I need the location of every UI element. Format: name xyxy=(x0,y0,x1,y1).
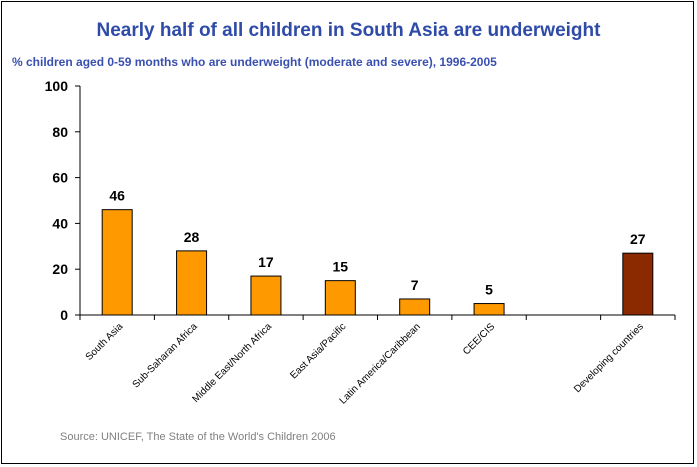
data-label: 7 xyxy=(411,277,419,293)
y-tick-label: 80 xyxy=(52,124,68,140)
source-note: Source: UNICEF, The State of the World's… xyxy=(60,431,336,443)
data-label: 5 xyxy=(485,282,493,298)
chart-subtitle: % children aged 0-59 months who are unde… xyxy=(12,55,497,69)
data-label: 17 xyxy=(258,254,274,270)
x-tick-label: Developing countries xyxy=(572,321,646,395)
bar xyxy=(176,250,208,316)
data-label: 46 xyxy=(109,188,125,204)
bar xyxy=(473,303,505,316)
bar xyxy=(101,209,133,316)
x-tick-label: Sub-Saharan Africa xyxy=(131,321,200,390)
x-tick-label: CEE/CIS xyxy=(461,321,497,357)
y-tick-label: 100 xyxy=(45,78,69,94)
x-tick-label: East Asia/Pacific xyxy=(288,321,348,381)
bar xyxy=(399,298,431,316)
bar xyxy=(324,280,356,316)
data-label: 27 xyxy=(630,231,646,247)
y-tick-label: 0 xyxy=(60,307,68,323)
data-label: 15 xyxy=(333,259,349,275)
bar xyxy=(250,275,282,316)
data-label: 28 xyxy=(184,229,200,245)
x-tick-label: South Asia xyxy=(84,321,126,363)
y-tick-label: 20 xyxy=(52,261,68,277)
chart-title: Nearly half of all children in South Asi… xyxy=(96,20,601,41)
x-tick-label: Middle East/North Africa xyxy=(190,321,274,405)
x-tick-label: Latin America/Caribbean xyxy=(338,321,423,406)
y-tick-label: 60 xyxy=(52,170,68,186)
bar xyxy=(622,252,654,316)
y-tick-label: 40 xyxy=(52,215,68,231)
